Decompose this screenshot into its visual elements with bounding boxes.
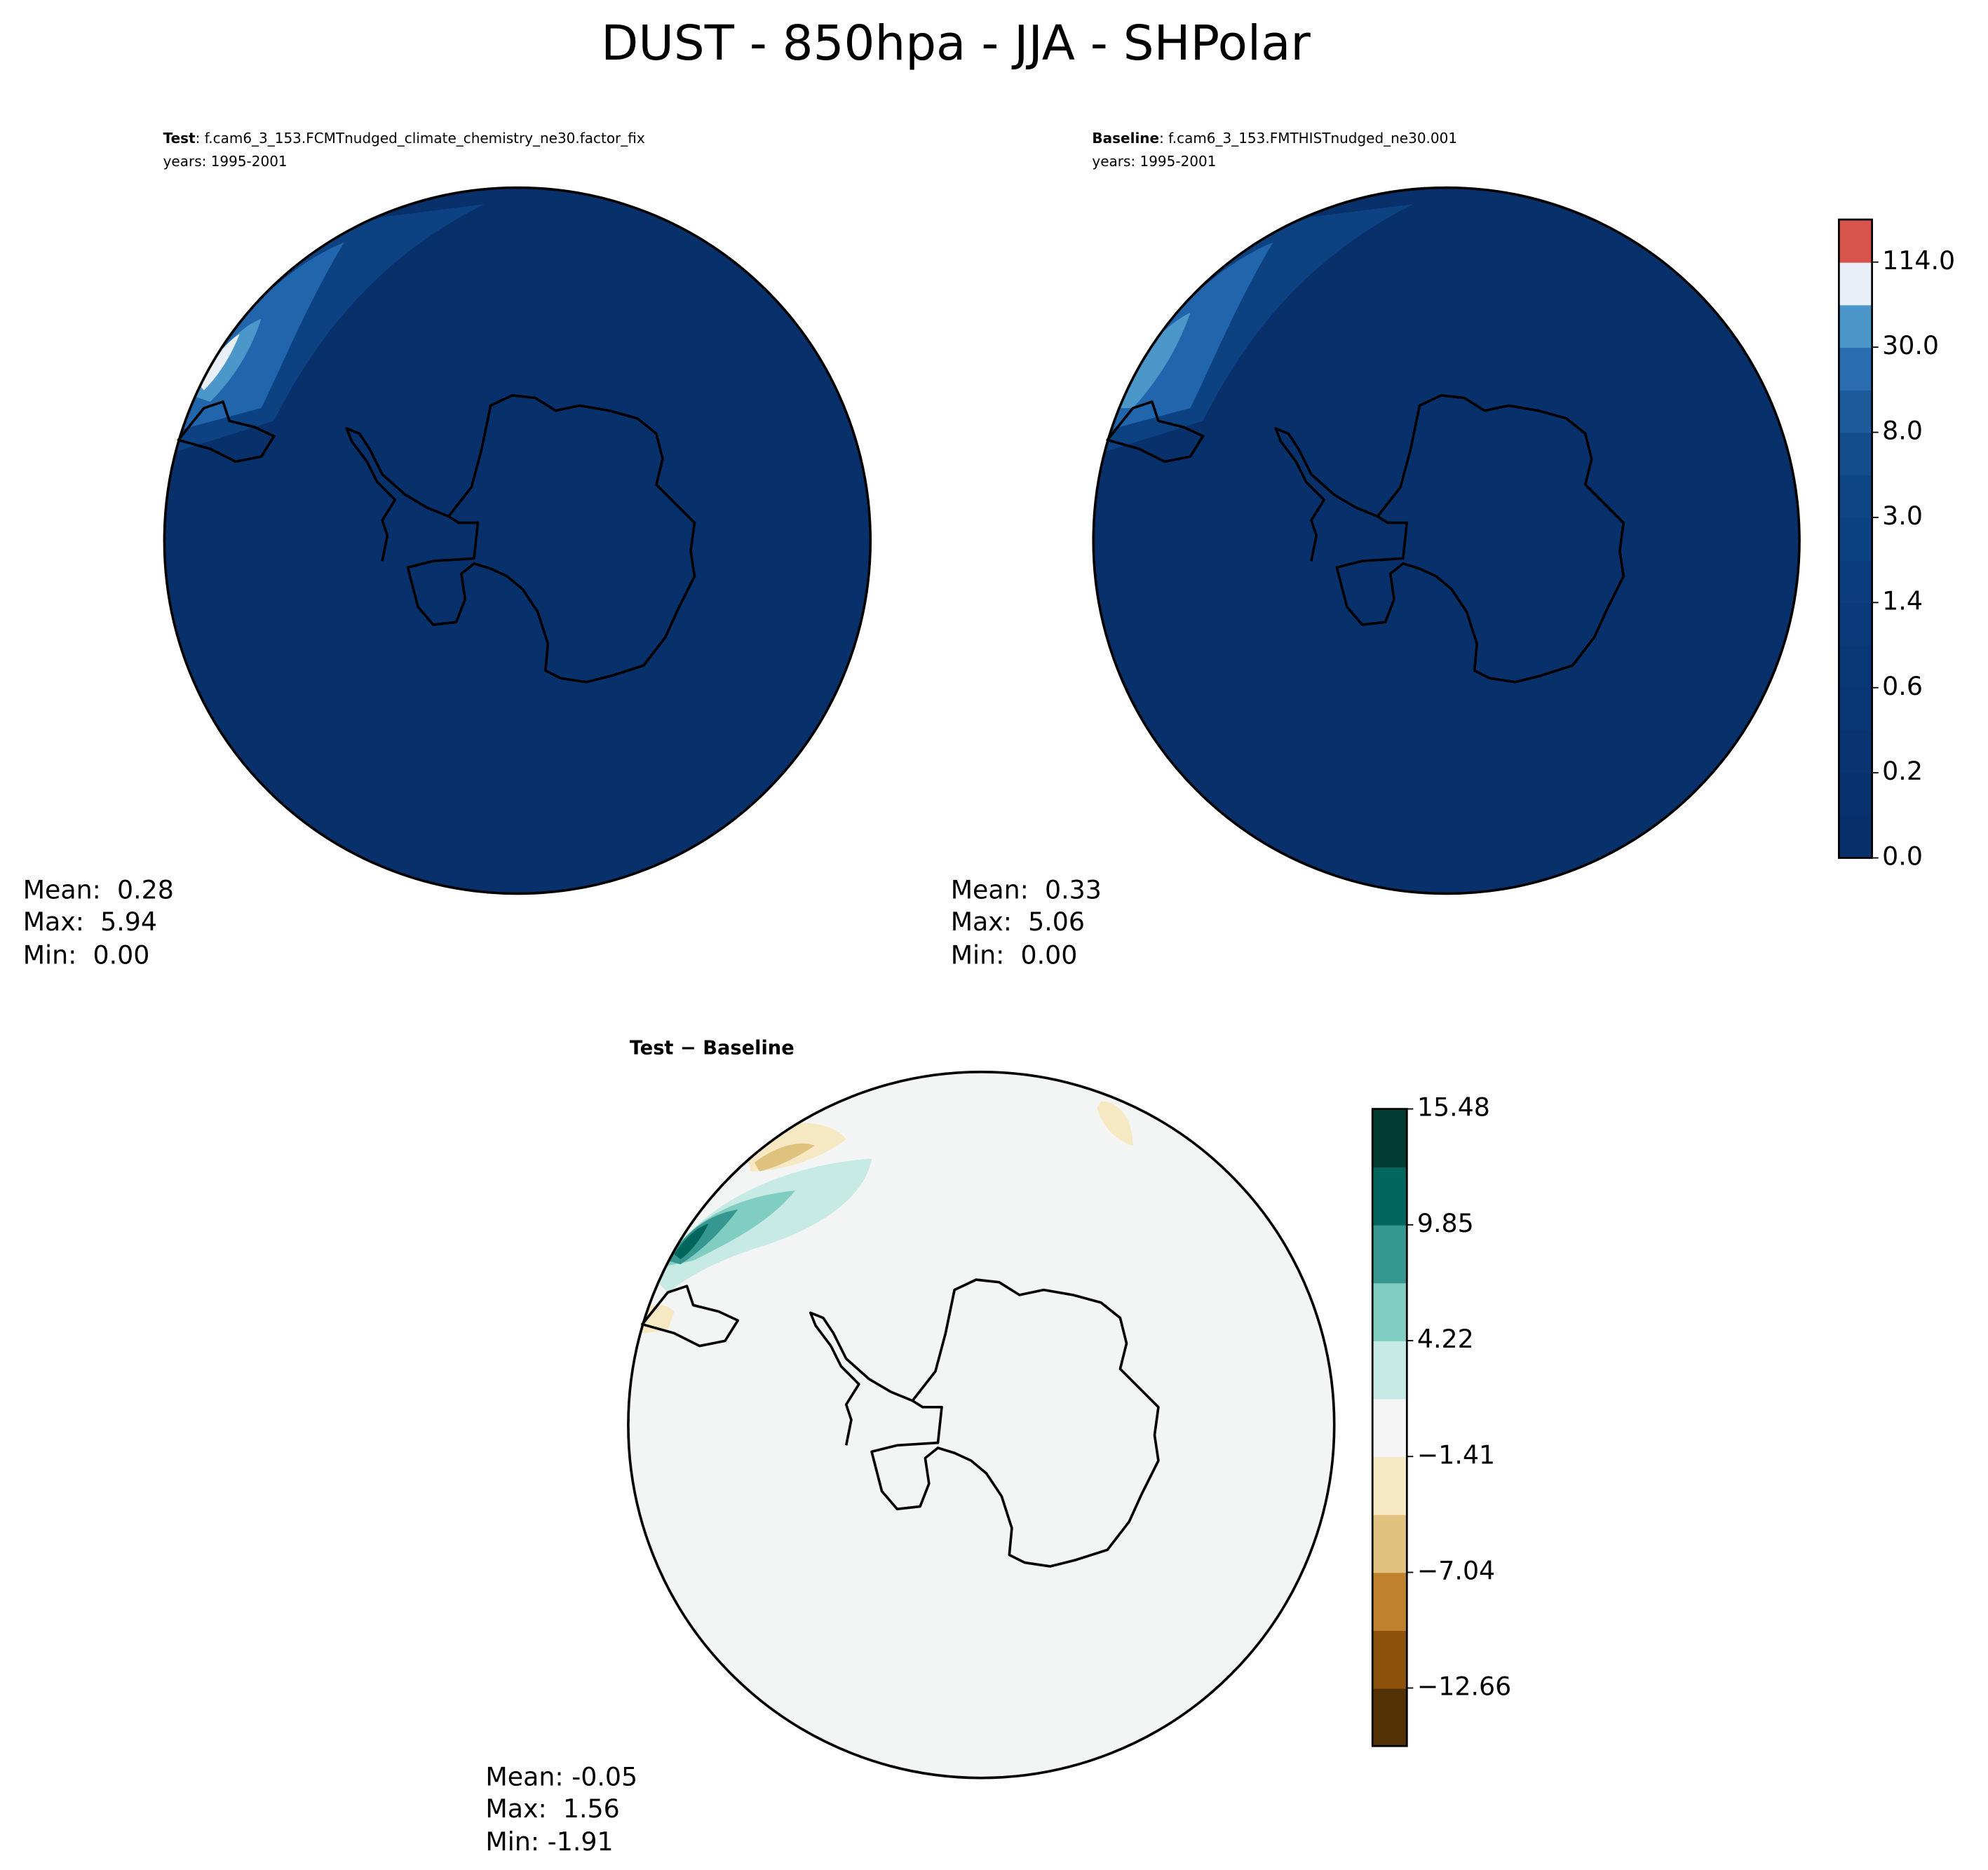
colorbar-band bbox=[1839, 645, 1872, 689]
panel-title: Test − Baseline bbox=[630, 1037, 794, 1059]
figure-title: DUST - 850hpa - JJA - SHPolar bbox=[601, 15, 1311, 72]
colorbar-band bbox=[1839, 347, 1872, 391]
colorbar-tick-label: 3.0 bbox=[1882, 501, 1923, 531]
colorbar-tick-label: −7.04 bbox=[1417, 1556, 1495, 1586]
colorbar-band bbox=[1839, 560, 1872, 604]
colorbar-band bbox=[1839, 389, 1872, 433]
colorbar-band bbox=[1372, 1398, 1407, 1458]
colorbar-band bbox=[1372, 1167, 1407, 1226]
colorbar-frame bbox=[1371, 1108, 1408, 1747]
colorbar-band bbox=[1839, 517, 1872, 561]
colorbar-tick-label: 114.0 bbox=[1882, 245, 1955, 276]
colorbar-tick-label: 4.22 bbox=[1417, 1324, 1474, 1354]
colorbar-tick-label: −12.66 bbox=[1417, 1671, 1511, 1701]
stat: Mean: 0.33 bbox=[951, 875, 1102, 905]
stat: Max: 5.94 bbox=[23, 907, 157, 937]
stat: Mean: -0.05 bbox=[485, 1762, 637, 1792]
colorbar-band bbox=[1839, 262, 1872, 306]
baseline-map bbox=[1092, 186, 1801, 895]
colorbar-tick-label: 1.4 bbox=[1882, 585, 1923, 616]
colorbar-band bbox=[1372, 1688, 1407, 1747]
stat: Max: 5.06 bbox=[951, 907, 1085, 937]
stat: Min: -1.91 bbox=[485, 1827, 613, 1857]
panel-years: years: 1995-2001 bbox=[163, 153, 288, 170]
colorbar-tick-label: 30.0 bbox=[1882, 330, 1939, 360]
colorbar-tick-label: −1.41 bbox=[1417, 1439, 1495, 1470]
colorbar-band bbox=[1372, 1630, 1407, 1689]
panel-label: Baseline bbox=[1092, 130, 1159, 147]
colorbar-band bbox=[1372, 1340, 1407, 1400]
panel-case: : f.cam6_3_153.FCMTnudged_climate_chemis… bbox=[196, 130, 645, 147]
colorbar-band bbox=[1839, 304, 1872, 348]
colorbar-band bbox=[1372, 1282, 1407, 1341]
panel-label: Test bbox=[163, 130, 196, 147]
colorbar-tick-label: 15.48 bbox=[1417, 1092, 1490, 1123]
stat: Mean: 0.28 bbox=[23, 875, 174, 905]
stat: Max: 1.56 bbox=[485, 1794, 619, 1824]
colorbar-tick-label: 8.0 bbox=[1882, 416, 1923, 446]
colorbar-tick-label: 9.85 bbox=[1417, 1208, 1474, 1238]
colorbar-band bbox=[1839, 219, 1872, 263]
panel-years: years: 1995-2001 bbox=[1092, 153, 1216, 170]
stat: Min: 0.00 bbox=[951, 940, 1078, 970]
colorbar-band bbox=[1839, 602, 1872, 646]
colorbar-band bbox=[1372, 1572, 1407, 1631]
panel-title: Baseline: f.cam6_3_153.FMTHISTnudged_ne3… bbox=[1092, 130, 1457, 147]
panel-title: Test: f.cam6_3_153.FCMTnudged_climate_ch… bbox=[163, 130, 645, 147]
test-map bbox=[163, 186, 872, 895]
difference-map bbox=[627, 1071, 1336, 1780]
panel-case: : f.cam6_3_153.FMTHISTnudged_ne30.001 bbox=[1159, 130, 1457, 147]
colorbar-band bbox=[1372, 1224, 1407, 1284]
colorbar-tick-label: 0.0 bbox=[1882, 841, 1923, 872]
colorbar-frame bbox=[1838, 218, 1873, 859]
colorbar-tick-label: 0.6 bbox=[1882, 671, 1923, 701]
colorbar-band bbox=[1372, 1109, 1407, 1168]
colorbar-band bbox=[1839, 730, 1872, 774]
colorbar-band bbox=[1839, 687, 1872, 731]
stat: Min: 0.00 bbox=[23, 940, 150, 970]
colorbar-band bbox=[1839, 475, 1872, 518]
colorbar-tick-label: 0.2 bbox=[1882, 756, 1923, 786]
colorbar-band bbox=[1839, 815, 1872, 859]
colorbar-band bbox=[1372, 1456, 1407, 1515]
colorbar-band bbox=[1839, 773, 1872, 816]
colorbar-band bbox=[1372, 1514, 1407, 1573]
colorbar-band bbox=[1839, 432, 1872, 476]
